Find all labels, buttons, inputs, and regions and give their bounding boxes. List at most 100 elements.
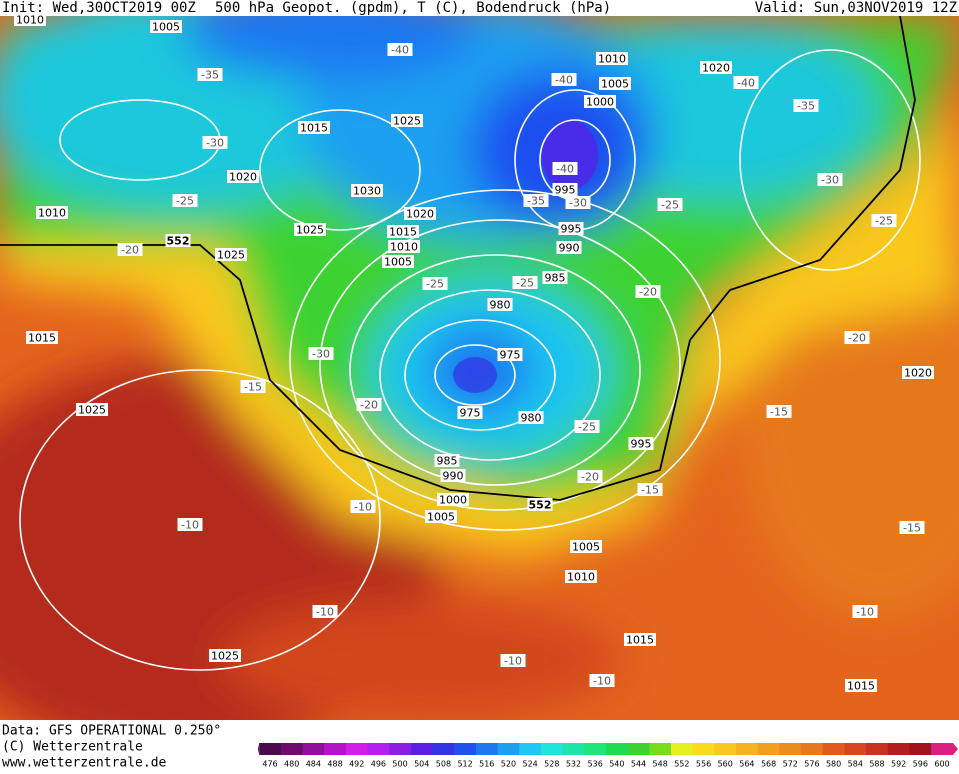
temperature-label: -40 bbox=[391, 44, 409, 57]
pressure-label-box bbox=[628, 437, 654, 450]
pressure-label: 975 bbox=[460, 407, 481, 420]
pressure-label: 1020 bbox=[229, 171, 257, 184]
temperature-label-box bbox=[733, 76, 759, 89]
temperature-label-box bbox=[577, 470, 603, 483]
colorbar-label: 536 bbox=[588, 760, 603, 769]
pressure-label-box bbox=[700, 61, 732, 74]
pressure-label-box bbox=[215, 248, 247, 261]
colorbar-label: 592 bbox=[891, 760, 906, 769]
pressure-label: 1025 bbox=[393, 115, 421, 128]
colorbar-cell bbox=[280, 743, 304, 755]
pressure-label: 1030 bbox=[353, 185, 381, 198]
pressure-label: 995 bbox=[555, 184, 576, 197]
height-label-box bbox=[165, 234, 191, 247]
copyright: (C) Wetterzentrale bbox=[2, 740, 143, 755]
temperature-label: -10 bbox=[504, 655, 522, 668]
pressure-label-box bbox=[596, 52, 628, 65]
pressure-label: 1015 bbox=[626, 634, 654, 647]
temperature-label-box bbox=[172, 194, 198, 207]
colorbar-cell bbox=[714, 743, 737, 755]
pressure-label-box bbox=[556, 241, 582, 254]
temperature-label: -15 bbox=[770, 406, 788, 419]
pressure-label-box bbox=[497, 348, 523, 361]
pressure-label: 1010 bbox=[598, 53, 626, 66]
pressure-label-box bbox=[845, 679, 877, 692]
colorbar-cell bbox=[562, 743, 585, 755]
colorbar-cell bbox=[454, 743, 477, 755]
colorbar-cell bbox=[931, 743, 954, 755]
temperature-label: -30 bbox=[312, 348, 330, 361]
colorbar-arrow-right bbox=[952, 743, 958, 755]
temperature-label-box bbox=[589, 674, 615, 687]
temperature-label: -30 bbox=[206, 137, 224, 150]
temperature-label-box bbox=[422, 277, 448, 290]
temperature-label-box bbox=[356, 398, 382, 411]
temperature-label-box bbox=[240, 380, 266, 393]
pressure-label: 1005 bbox=[427, 511, 455, 524]
pressure-label: 1015 bbox=[389, 226, 417, 239]
pressure-label: 985 bbox=[545, 272, 566, 285]
colorbar-cell bbox=[367, 743, 390, 755]
temperature-label: -20 bbox=[121, 244, 139, 257]
temperature-label: -10 bbox=[593, 675, 611, 688]
temperature-label-box bbox=[308, 347, 334, 360]
colorbar-label: 496 bbox=[371, 760, 386, 769]
pressure-label: 1020 bbox=[406, 208, 434, 221]
temperature-label-box bbox=[177, 518, 203, 531]
pressure-label-box bbox=[382, 255, 414, 268]
colorbar-cell bbox=[692, 743, 715, 755]
temperature-label: -30 bbox=[569, 197, 587, 210]
init-time: Init: Wed,30OCT2019 00Z bbox=[2, 0, 196, 16]
pressure-label-box bbox=[440, 469, 466, 482]
colorbar-label: 488 bbox=[327, 760, 342, 769]
height-552-line bbox=[0, 16, 916, 501]
colorbar-cell bbox=[909, 743, 932, 755]
colorbar-label: 556 bbox=[696, 760, 711, 769]
temperature-label-box bbox=[565, 196, 591, 209]
colorbar-label: 548 bbox=[653, 760, 668, 769]
colorbar-cell bbox=[844, 743, 867, 755]
colorbar-cell bbox=[540, 743, 564, 755]
temperature-label-box bbox=[551, 73, 577, 86]
pressure-label-box bbox=[552, 183, 578, 196]
temperature-label-box bbox=[899, 521, 925, 534]
temperature-label-box bbox=[637, 483, 663, 496]
pressure-label: 1000 bbox=[439, 494, 467, 507]
pressure-label: 990 bbox=[443, 470, 464, 483]
colorbar-cell bbox=[475, 743, 499, 755]
colorbar-label: 512 bbox=[457, 760, 472, 769]
pressure-label-box bbox=[388, 240, 420, 253]
temperature-label: -25 bbox=[176, 195, 194, 208]
colorbar-cell bbox=[432, 743, 455, 755]
pressure-label-box bbox=[542, 271, 568, 284]
colorbar: 476 480 484 488 492 496 500 504 508 512 516 520 524 5… bbox=[258, 743, 958, 769]
colorbar-label: 528 bbox=[544, 760, 559, 769]
height-label: 552 bbox=[529, 499, 552, 512]
pressure-label: 1010 bbox=[567, 571, 595, 584]
colorbar-cell bbox=[389, 743, 412, 755]
colorbar-cell bbox=[649, 743, 672, 755]
temperature-label: -15 bbox=[641, 484, 659, 497]
pressure-label: 975 bbox=[500, 349, 521, 362]
colorbar-label: 532 bbox=[566, 760, 581, 769]
colorbar-label: 564 bbox=[739, 760, 754, 769]
pressure-label: 995 bbox=[631, 438, 652, 451]
temperature-label-box bbox=[387, 43, 413, 56]
colorbar-arrow-left bbox=[258, 743, 260, 755]
temperature-label-box bbox=[793, 99, 819, 112]
valid-time: Valid: Sun,03NOV2019 12Z bbox=[755, 0, 957, 16]
colorbar-label: 520 bbox=[501, 760, 516, 769]
pressure-label-box bbox=[425, 510, 457, 523]
temperature-label-box bbox=[512, 276, 538, 289]
pressure-label-box bbox=[387, 225, 419, 238]
temperature-label-box bbox=[635, 285, 661, 298]
colorbar-label: 508 bbox=[436, 760, 451, 769]
temperature-label-box bbox=[657, 198, 683, 211]
data-source: Data: GFS OPERATIONAL 0.250° bbox=[2, 724, 221, 739]
colorbar-label: 580 bbox=[826, 760, 841, 769]
temperature-label: -20 bbox=[639, 286, 657, 299]
colorbar-cell bbox=[866, 743, 889, 755]
colorbar-cell bbox=[410, 743, 434, 755]
colorbar-cell bbox=[822, 743, 845, 755]
colorbar-label: 560 bbox=[718, 760, 733, 769]
